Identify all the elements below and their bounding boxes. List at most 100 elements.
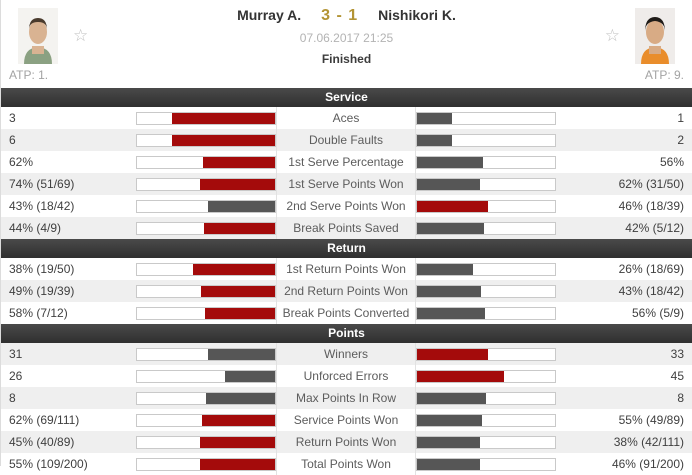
home-bar-track (136, 347, 276, 361)
stat-row: 3 Aces 1 (1, 107, 692, 129)
away-value: 45 (670, 369, 684, 383)
home-bar-fill (208, 200, 275, 212)
away-bar (416, 221, 556, 235)
away-bar (416, 155, 556, 169)
away-bar-fill (417, 156, 483, 168)
stat-row: 62% 1st Serve Percentage 56% (1, 151, 692, 173)
away-bar-fill (417, 370, 505, 382)
stat-label: 1st Serve Percentage (276, 151, 416, 173)
away-value: 8 (677, 391, 684, 405)
away-bar (416, 457, 556, 471)
rank-home: ATP: 1. (9, 68, 49, 82)
favorite-star-home-icon[interactable]: ☆ (73, 26, 89, 45)
home-bar (136, 221, 276, 235)
away-bar-fill (417, 263, 474, 275)
player-photo-away[interactable] (635, 8, 675, 64)
match-score: 3 - 1 (321, 7, 359, 24)
home-value: 43% (18/42) (9, 199, 75, 213)
away-bar-track (416, 155, 556, 169)
home-value: 62% (9, 155, 34, 169)
home-bar (136, 284, 276, 298)
stat-row: 38% (19/50) 1st Return Points Won 26% (18/… (1, 258, 692, 280)
stat-label: Break Points Converted (276, 302, 416, 324)
away-bar (416, 369, 556, 383)
stat-label: Double Faults (276, 129, 416, 151)
stat-row: 49% (19/39) 2nd Return Points Won 43% (18/… (1, 280, 692, 302)
home-bar-track (136, 284, 276, 298)
home-value: 49% (19/39) (9, 284, 75, 298)
section-header-return: Return (1, 239, 692, 258)
stat-label: Break Points Saved (276, 217, 416, 239)
home-bar-track (136, 199, 276, 213)
away-bar-track (416, 457, 556, 471)
home-bar-track (136, 262, 276, 276)
away-bar (416, 199, 556, 213)
away-bar-fill (417, 112, 452, 124)
stat-row: 44% (4/9) Break Points Saved 42% (5/12) (1, 217, 692, 239)
away-bar-fill (417, 222, 485, 234)
home-bar (136, 111, 276, 125)
stat-label: 2nd Return Points Won (276, 280, 416, 302)
section-header-service: Service (1, 88, 692, 107)
stat-label: Max Points In Row (276, 387, 416, 409)
away-bar-track (416, 262, 556, 276)
home-bar-fill (204, 307, 275, 319)
home-bar (136, 306, 276, 320)
home-bar (136, 391, 276, 405)
stat-row: 31 Winners 33 (1, 343, 692, 365)
home-bar (136, 177, 276, 191)
stat-label: Service Points Won (276, 409, 416, 431)
match-header: ☆ Murray A. 3 - 1 Nishikori K. 07.06.201… (1, 0, 692, 88)
home-bar-track (136, 306, 276, 320)
away-bar-track (416, 177, 556, 191)
home-value: 58% (7/12) (9, 306, 68, 320)
home-bar (136, 413, 276, 427)
home-bar-fill (204, 222, 275, 234)
away-value: 33 (670, 347, 684, 361)
home-bar-track (136, 391, 276, 405)
home-value: 3 (9, 111, 16, 125)
away-bar-track (416, 133, 556, 147)
away-bar-fill (417, 348, 489, 360)
stat-row: 26 Unforced Errors 45 (1, 365, 692, 387)
away-bar-fill (417, 414, 482, 426)
stat-row: 8 Max Points In Row 8 (1, 387, 692, 409)
away-bar (416, 262, 556, 276)
home-value: 38% (19/50) (9, 262, 75, 276)
section-header-points: Points (1, 324, 692, 343)
stat-label: Aces (276, 107, 416, 129)
home-value: 44% (4/9) (9, 221, 62, 235)
home-bar-fill (171, 112, 275, 124)
away-bar (416, 413, 556, 427)
away-bar-fill (417, 285, 482, 297)
home-bar-track (136, 133, 276, 147)
away-value: 2 (677, 133, 684, 147)
away-bar-fill (417, 436, 481, 448)
stat-label: 1st Return Points Won (276, 258, 416, 280)
home-value: 6 (9, 133, 16, 147)
away-bar-track (416, 369, 556, 383)
home-bar-track (136, 111, 276, 125)
player-name-home[interactable]: Murray A. (237, 7, 302, 23)
home-value: 62% (69/111) (9, 413, 80, 427)
home-bar-track (136, 369, 276, 383)
away-bar-fill (417, 200, 489, 212)
stat-row: 43% (18/42) 2nd Serve Points Won 46% (18/3… (1, 195, 692, 217)
home-bar-fill (199, 178, 275, 190)
away-bar-fill (417, 178, 480, 190)
away-value: 26% (18/69) (618, 262, 684, 276)
away-bar-track (416, 347, 556, 361)
player-photo-home[interactable] (18, 8, 58, 64)
player-name-away[interactable]: Nishikori K. (378, 7, 456, 23)
away-bar-track (416, 391, 556, 405)
stat-label: Total Points Won (276, 453, 416, 475)
away-value: 62% (31/50) (618, 177, 684, 191)
away-value: 55% (49/89) (618, 413, 684, 427)
match-status: Finished (321, 52, 372, 66)
match-summary: Murray A. 3 - 1 Nishikori K. 07.06.2017 … (111, 0, 582, 66)
stats: Service 3 Aces 1 6 Double Faults 2 62% 1st Serve… (1, 88, 692, 475)
away-bar-track (416, 221, 556, 235)
stat-row: 58% (7/12) Break Points Converted 56% (5/9… (1, 302, 692, 324)
stat-label: 2nd Serve Points Won (276, 195, 416, 217)
favorite-star-away-icon[interactable]: ☆ (604, 26, 620, 45)
